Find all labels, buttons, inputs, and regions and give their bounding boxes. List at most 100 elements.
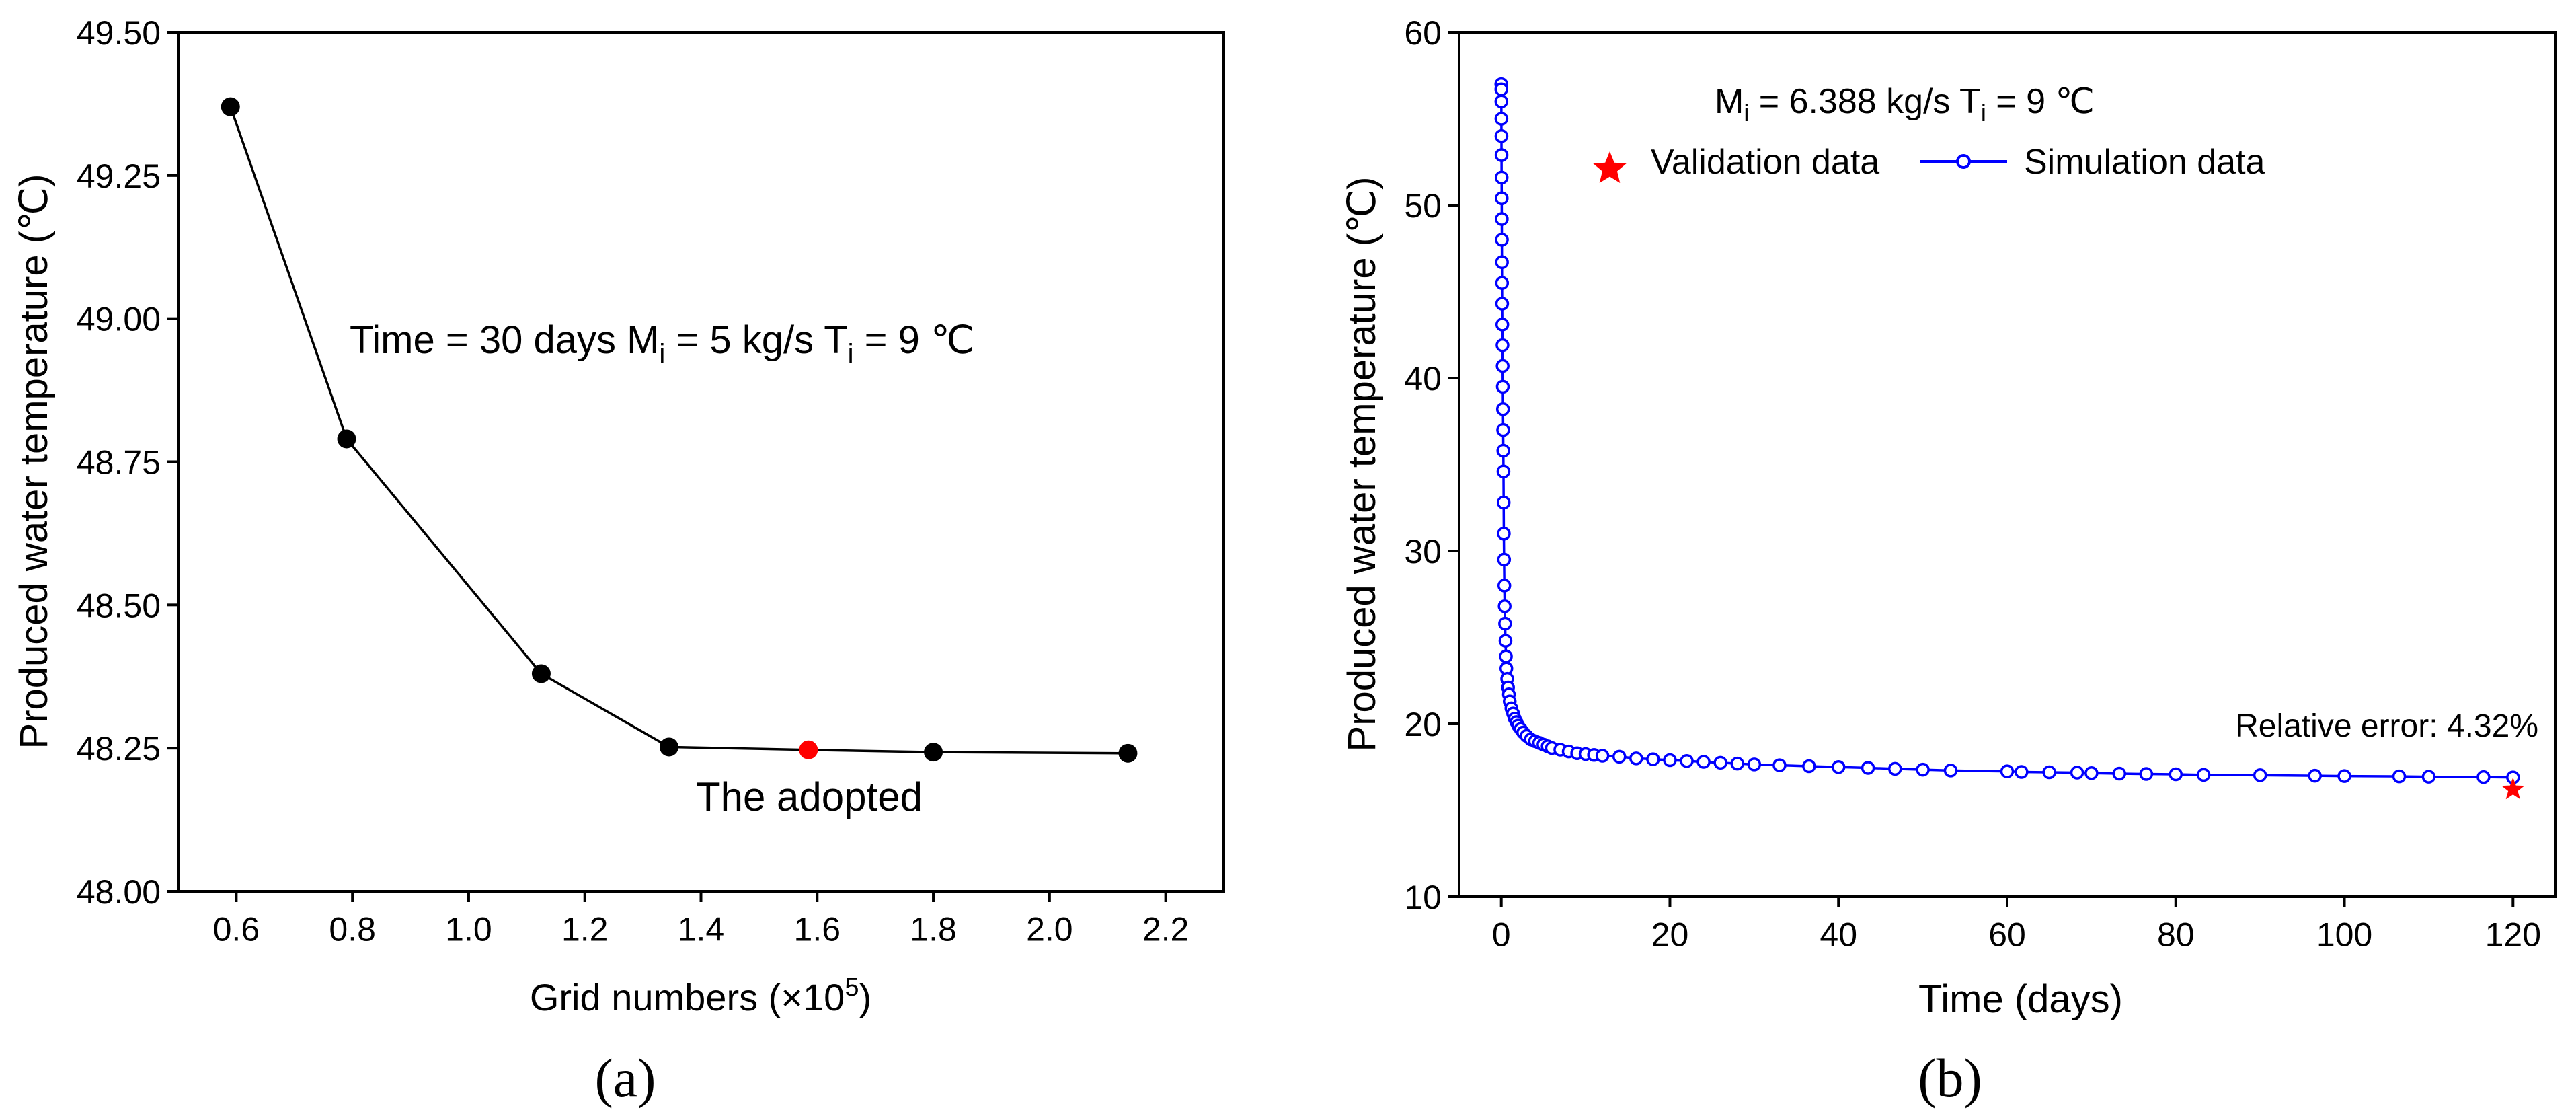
- simulation-point: [1663, 753, 1677, 768]
- y-tick-label: 48.25: [77, 730, 161, 768]
- simulation-point: [1887, 761, 1902, 776]
- simulation-point: [2337, 769, 2351, 783]
- simulation-line: [1499, 84, 2513, 779]
- panel-b: 0 20 40 60 80 100 120 10 20 30 40 50 60 Mi = 6.388 …: [1340, 14, 2557, 1109]
- legend-simulation-label: Simulation data: [2024, 143, 2265, 182]
- y-ticks-a: 48.00 48.25 48.50 48.75 49.00 49.25 49.50: [77, 14, 178, 911]
- legend-simulation-marker: [1956, 154, 1971, 169]
- adopted-point: [799, 740, 818, 759]
- y-tick-label: 48.50: [77, 587, 161, 624]
- series-b: [1494, 77, 2525, 800]
- x-tick-label: 80: [2157, 916, 2195, 954]
- simulation-point: [1612, 749, 1627, 764]
- simulation-point: [1680, 754, 1694, 768]
- legend-validation-marker: [1593, 151, 1627, 183]
- x-tick-label: 0.8: [329, 911, 376, 948]
- x-tick-label: 1.4: [678, 911, 725, 948]
- y-tick-label: 60: [1404, 14, 1442, 52]
- x-tick-label: 1.0: [445, 911, 492, 948]
- adopted-label: The adopted: [696, 774, 923, 819]
- simulation-point: [2112, 766, 2127, 781]
- plot-frame-a: [177, 31, 1225, 893]
- simulation-point: [1496, 495, 1511, 510]
- y-tick-label: 40: [1404, 360, 1442, 398]
- x-tick-label: 1.6: [794, 911, 841, 948]
- simulation-point: [1494, 94, 1509, 109]
- simulation-point: [2042, 765, 2056, 780]
- x-axis-title-b: Time (days): [1918, 977, 2123, 1021]
- simulation-point: [2070, 766, 2084, 780]
- simulation-point: [1747, 757, 1762, 772]
- simulation-point: [1696, 755, 1711, 769]
- x-tick-label: 20: [1651, 916, 1689, 954]
- data-point: [659, 737, 678, 757]
- y-tick-label: 49.00: [77, 301, 161, 338]
- simulation-point: [1713, 755, 1727, 770]
- simulation-point: [2476, 770, 2491, 784]
- simulation-point: [2139, 767, 2154, 781]
- simulation-point: [1495, 379, 1510, 394]
- simulation-point: [1495, 255, 1509, 270]
- simulation-point: [2169, 767, 2183, 782]
- simulation-point: [1861, 761, 1875, 775]
- x-tick-label: 1.8: [910, 911, 957, 948]
- x-tick-label: 0: [1492, 916, 1511, 954]
- y-tick-label: 49.50: [77, 14, 161, 52]
- x-tick-label: 40: [1820, 916, 1857, 954]
- simulation-point: [1497, 579, 1512, 593]
- x-ticks-b: 0 20 40 60 80 100 120: [1492, 897, 2541, 954]
- annotation-b: Mi = 6.388 kg/s Ti = 9 ℃: [1715, 82, 2095, 126]
- simulation-point: [1496, 443, 1510, 458]
- y-axis-title-b: Produced water temperature (℃): [1340, 177, 1384, 752]
- simulation-point: [1495, 233, 1509, 247]
- validation-point: [2501, 777, 2525, 800]
- simulation-point: [2253, 768, 2267, 782]
- series-a: [221, 97, 1138, 763]
- simulation-point: [1494, 128, 1509, 143]
- y-ticks-b: 10 20 30 40 50 60: [1404, 14, 1459, 916]
- simulation-point: [1646, 752, 1660, 766]
- simulation-point: [1495, 276, 1510, 290]
- y-tick-label: 20: [1404, 706, 1442, 743]
- relative-error-label: Relative error: 4.32%: [2235, 708, 2538, 744]
- simulation-point: [1498, 616, 1512, 631]
- simulation-point: [1497, 527, 1511, 541]
- simulation-point: [2308, 768, 2322, 783]
- simulation-point: [1943, 764, 1958, 778]
- simulation-point: [1772, 758, 1787, 772]
- simulation-point: [1629, 751, 1643, 766]
- x-axis-title-a: Grid numbers (×105): [530, 973, 871, 1018]
- simulation-point: [1595, 749, 1610, 763]
- simulation-point: [1496, 464, 1511, 479]
- simulation-point: [2392, 769, 2407, 784]
- data-point: [924, 743, 943, 762]
- simulation-point: [1496, 422, 1510, 437]
- x-tick-label: 60: [1988, 916, 2026, 954]
- simulation-point: [1494, 82, 1509, 97]
- simulation-point: [2421, 770, 2436, 784]
- y-tick-label: 49.25: [77, 157, 161, 195]
- annotation-a: Time = 30 days Mi = 5 kg/s Ti = 9 ℃: [350, 318, 974, 369]
- simulation-point: [1916, 762, 1930, 777]
- panel-label-a: (a): [594, 1047, 656, 1109]
- data-point: [337, 429, 356, 449]
- series-line-a: [229, 106, 1128, 755]
- y-tick-label: 30: [1404, 533, 1442, 570]
- simulation-point: [2196, 768, 2211, 782]
- simulation-point: [1495, 191, 1509, 205]
- y-tick-label: 10: [1404, 879, 1442, 916]
- x-tick-label: 100: [2316, 916, 2372, 954]
- legend: Validation data Simulation data: [1593, 143, 2265, 183]
- simulation-point: [1494, 112, 1509, 126]
- legend-validation-label: Validation data: [1651, 143, 1879, 182]
- simulation-point: [1499, 649, 1513, 664]
- simulation-point: [1495, 212, 1509, 226]
- simulation-point: [1730, 756, 1745, 771]
- panel-label-b: (b): [1918, 1047, 1982, 1109]
- simulation-point: [1495, 338, 1510, 352]
- data-point: [1118, 743, 1138, 763]
- simulation-point: [2015, 765, 2029, 779]
- y-tick-label: 50: [1404, 187, 1442, 225]
- simulation-point: [1495, 297, 1510, 311]
